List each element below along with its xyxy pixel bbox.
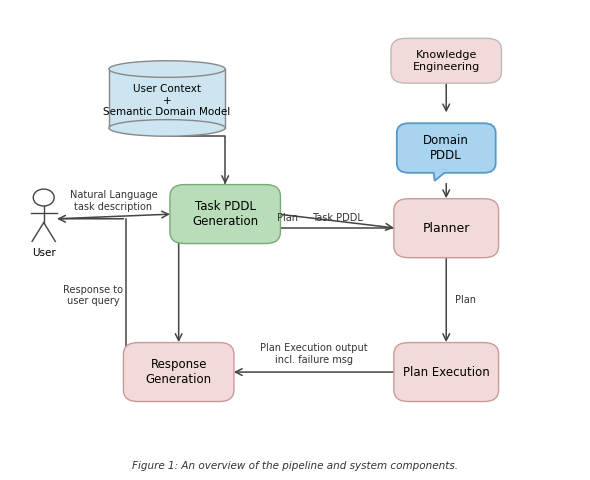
Text: Task PDDL
Generation: Task PDDL Generation [192,200,258,228]
FancyBboxPatch shape [394,199,499,258]
Circle shape [33,189,54,206]
Text: Task PDDL: Task PDDL [312,213,363,223]
FancyBboxPatch shape [397,123,496,173]
FancyBboxPatch shape [394,343,499,402]
Text: Response
Generation: Response Generation [146,358,212,386]
FancyBboxPatch shape [109,69,225,128]
Text: Natural Language
task description: Natural Language task description [70,190,158,212]
Text: Plan: Plan [455,295,476,305]
FancyBboxPatch shape [123,343,234,402]
Text: Plan Execution output
incl. failure msg: Plan Execution output incl. failure msg [260,343,368,365]
Text: Response to
user query: Response to user query [63,285,123,306]
Text: User: User [32,249,55,259]
FancyBboxPatch shape [391,38,502,83]
Text: Knowledge
Engineering: Knowledge Engineering [412,50,480,72]
Text: Plan Execution: Plan Execution [403,366,490,379]
Ellipse shape [109,61,225,77]
Text: Planner: Planner [422,222,470,235]
Text: Figure 1: An overview of the pipeline and system components.: Figure 1: An overview of the pipeline an… [132,461,458,471]
Ellipse shape [109,120,225,136]
Text: Domain
PDDL: Domain PDDL [423,134,469,162]
Text: Plan: Plan [277,213,298,223]
Polygon shape [434,170,447,181]
FancyBboxPatch shape [170,185,280,243]
Text: User Context
+
Semantic Domain Model: User Context + Semantic Domain Model [103,84,231,118]
